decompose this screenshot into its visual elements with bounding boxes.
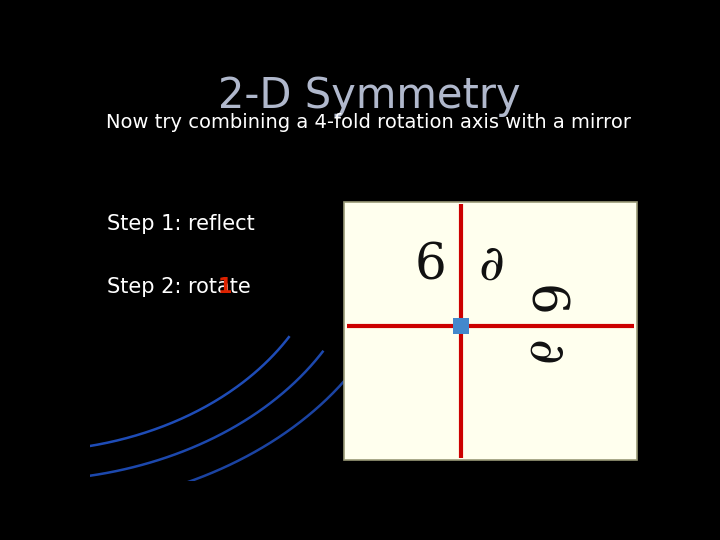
Text: ∂: ∂ — [517, 340, 567, 366]
Text: 6: 6 — [517, 285, 567, 316]
Text: Step 2: rotate: Step 2: rotate — [107, 277, 257, 297]
Text: 6: 6 — [415, 241, 446, 291]
Text: 1: 1 — [217, 277, 232, 297]
Bar — [453, 318, 469, 334]
Text: Step 1: reflect: Step 1: reflect — [107, 214, 254, 234]
Text: Now try combining a 4-fold rotation axis with a mirror: Now try combining a 4-fold rotation axis… — [107, 113, 631, 132]
Text: ∂: ∂ — [479, 241, 505, 291]
Bar — [344, 202, 636, 460]
Text: 2-D Symmetry: 2-D Symmetry — [217, 75, 521, 117]
